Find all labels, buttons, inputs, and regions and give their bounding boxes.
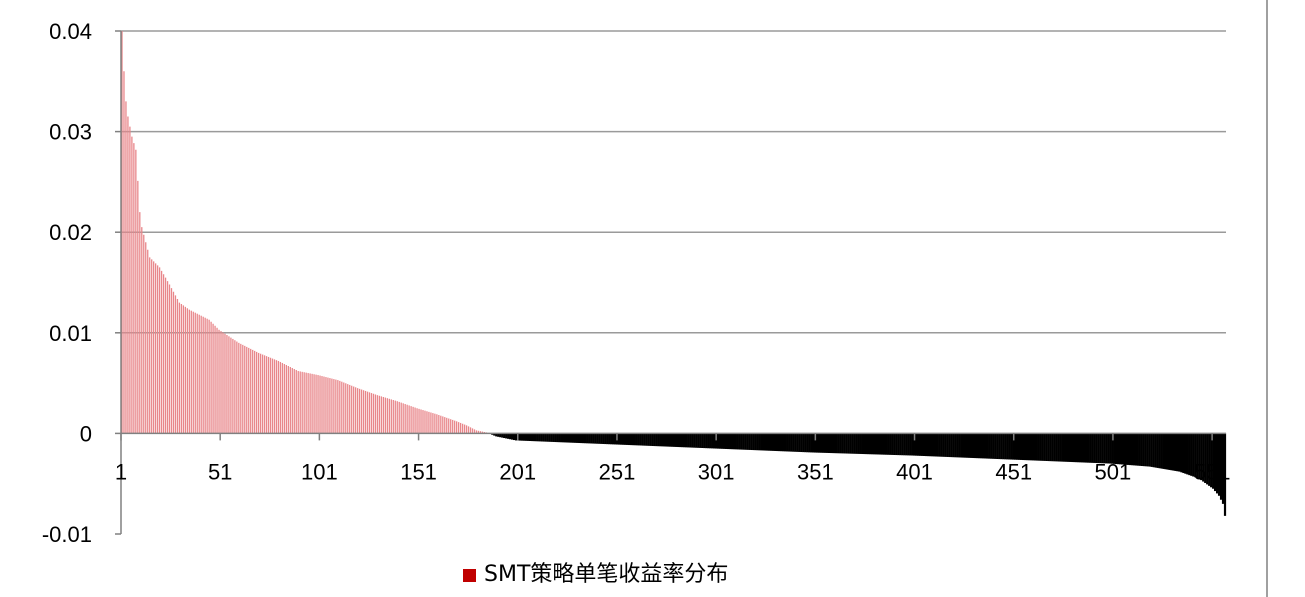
x-tick-label: 501	[1095, 459, 1132, 484]
y-tick-label: 0	[80, 421, 92, 446]
x-tick-label: 151	[400, 459, 437, 484]
x-tick-label: 201	[499, 459, 536, 484]
x-tick-label: 1	[115, 459, 127, 484]
y-tick-label: 0.03	[49, 120, 92, 145]
x-tick-label: 451	[995, 459, 1032, 484]
x-tick-label: 351	[797, 459, 834, 484]
gridlines	[121, 30, 1226, 334]
x-tick-label: 401	[896, 459, 933, 484]
x-tick-label: 551	[1194, 459, 1231, 484]
legend-marker	[463, 569, 476, 582]
x-tick-label: 251	[599, 459, 636, 484]
y-tick-labels: -0.01 0 0.01 0.02 0.03 0.04	[42, 19, 92, 547]
y-tick-label: 0.04	[49, 19, 92, 44]
y-tick-label: -0.01	[42, 522, 92, 547]
x-tick-label: 51	[208, 459, 232, 484]
legend: SMT策略单笔收益率分布	[463, 562, 728, 587]
axes	[115, 30, 1226, 535]
y-tick-label: 0.01	[49, 321, 92, 346]
x-tick-label: 301	[698, 459, 735, 484]
x-tick-label: 101	[301, 459, 338, 484]
y-tick-label: 0.02	[49, 220, 92, 245]
x-tick-labels: 1 51 101 151 201 251 301 351 401 451 501 551	[115, 459, 1231, 484]
bars	[121, 31, 1227, 516]
legend-label: SMT策略单笔收益率分布	[484, 562, 728, 587]
